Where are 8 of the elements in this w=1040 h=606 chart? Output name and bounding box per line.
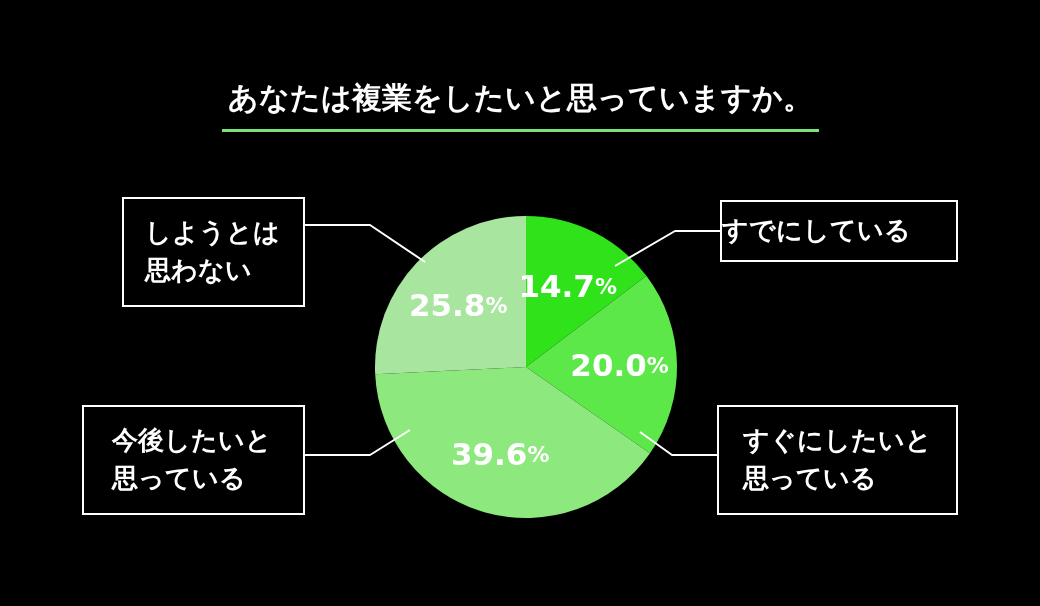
data-label: 20.0% [570,347,669,384]
chart-title: あなたは複業をしたいと思っていますか。 [221,78,819,132]
slice-label: しようとは思わない [144,216,281,287]
slice-label: すぐにしたいと思っている [742,424,933,495]
data-label: 39.6% [450,436,550,473]
data-label: 25.8% [408,286,508,323]
slice-label: 今後したいと思っている [111,424,273,495]
slice-label: すでにしている [722,214,912,248]
